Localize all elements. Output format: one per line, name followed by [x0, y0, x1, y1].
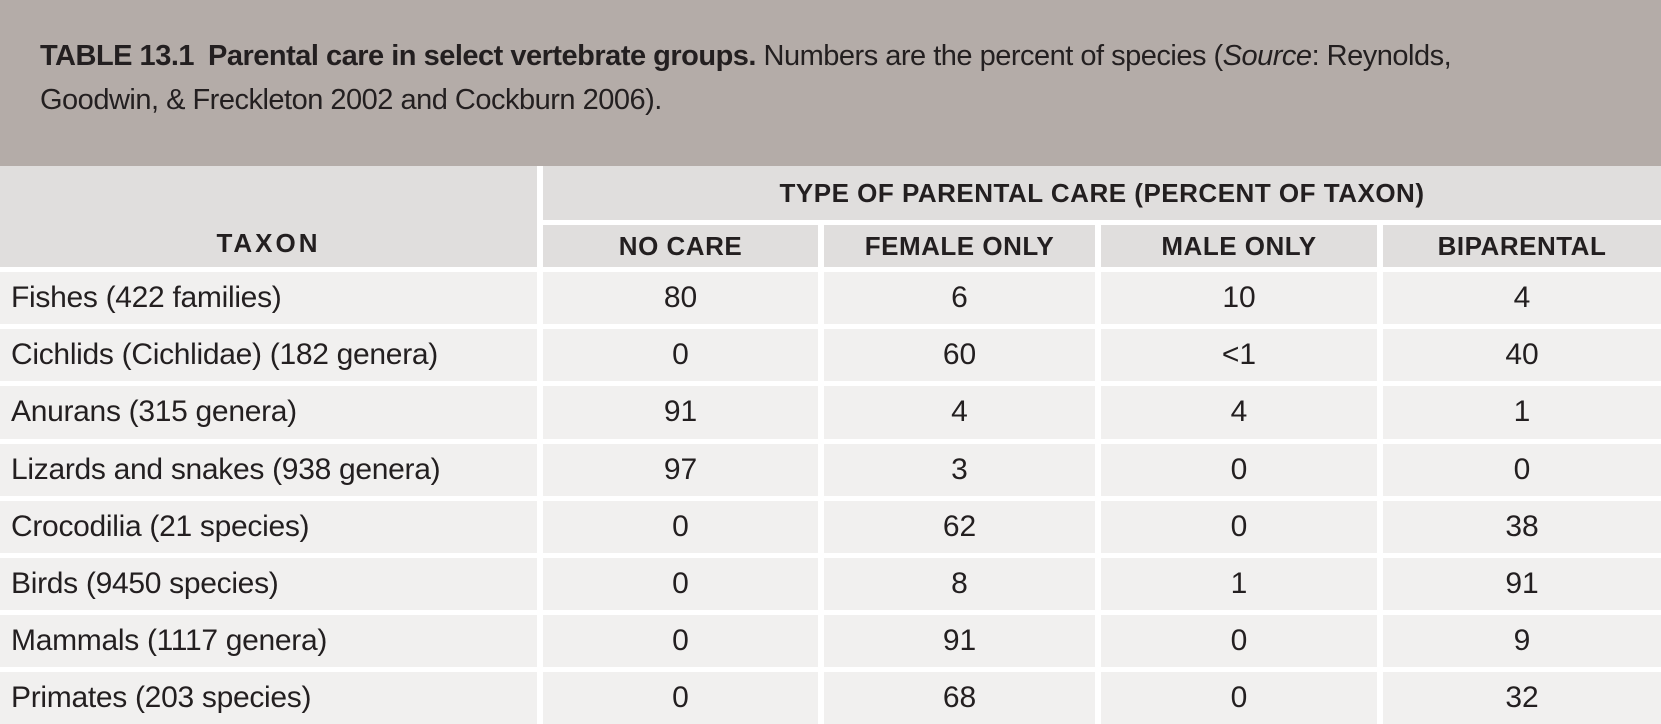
column-header-female-only: FEMALE ONLY [824, 225, 1095, 267]
value-cell: 0 [1101, 500, 1377, 553]
value-cell: 1 [1101, 557, 1377, 611]
value-cell: 97 [543, 443, 818, 496]
value-cell: 40 [1383, 329, 1661, 382]
value-cell: 4 [1101, 386, 1377, 439]
taxon-cell: Fishes (422 families) [0, 272, 537, 325]
value-cell: 91 [543, 386, 818, 439]
value-cell: 0 [543, 557, 818, 611]
table-title: Parental care in select vertebrate group… [208, 40, 756, 72]
taxon-cell: Primates (203 species) [0, 672, 537, 724]
value-cell: 91 [1383, 557, 1661, 611]
caption-text: Numbers are the percent of species ( [756, 40, 1224, 72]
taxon-cell: Birds (9450 species) [0, 557, 537, 611]
taxon-cell: Crocodilia (21 species) [0, 500, 537, 553]
value-cell: 91 [824, 615, 1095, 668]
table-number-label: TABLE 13.1 [40, 40, 195, 72]
value-cell: 38 [1383, 500, 1661, 553]
column-header-no-care: NO CARE [543, 225, 818, 267]
value-cell: 6 [824, 272, 1095, 325]
value-cell: 8 [824, 557, 1095, 611]
value-cell: 0 [543, 329, 818, 382]
caption-source-word: Source [1222, 40, 1312, 72]
value-cell: 3 [824, 443, 1095, 496]
data-table: TAXON TYPE OF PARENTAL CARE (PERCENT OF … [0, 166, 1661, 724]
column-header-male-only: MALE ONLY [1101, 225, 1377, 267]
value-cell: 32 [1383, 672, 1661, 724]
value-cell: <1 [1101, 329, 1377, 382]
spanning-header-parental-care: TYPE OF PARENTAL CARE (PERCENT OF TAXON) [543, 166, 1661, 220]
value-cell: 68 [824, 672, 1095, 724]
value-cell: 0 [543, 500, 818, 553]
caption-text-cont: : Reynolds, [1311, 40, 1452, 72]
value-cell: 60 [824, 329, 1095, 382]
value-cell: 0 [1101, 615, 1377, 668]
column-header-taxon: TAXON [0, 166, 537, 267]
caption-line-2: Goodwin, & Freckleton 2002 and Cockburn … [40, 84, 662, 116]
taxon-cell: Cichlids (Cichlidae) (182 genera) [0, 329, 537, 382]
value-cell: 0 [543, 672, 818, 724]
value-cell: 0 [1383, 443, 1661, 496]
value-cell: 4 [1383, 272, 1661, 325]
value-cell: 1 [1383, 386, 1661, 439]
value-cell: 9 [1383, 615, 1661, 668]
value-cell: 0 [1101, 443, 1377, 496]
caption-line-1: TABLE 13.1 Parental care in select verteb… [40, 40, 1452, 72]
value-cell: 62 [824, 500, 1095, 553]
taxon-cell: Lizards and snakes (938 genera) [0, 443, 537, 496]
value-cell: 80 [543, 272, 818, 325]
column-header-biparental: BIPARENTAL [1383, 225, 1661, 267]
value-cell: 4 [824, 386, 1095, 439]
value-cell: 10 [1101, 272, 1377, 325]
taxon-cell: Anurans (315 genera) [0, 386, 537, 439]
table-caption: TABLE 13.1 Parental care in select verteb… [0, 0, 1661, 166]
taxon-cell: Mammals (1117 genera) [0, 615, 537, 668]
value-cell: 0 [1101, 672, 1377, 724]
value-cell: 0 [543, 615, 818, 668]
